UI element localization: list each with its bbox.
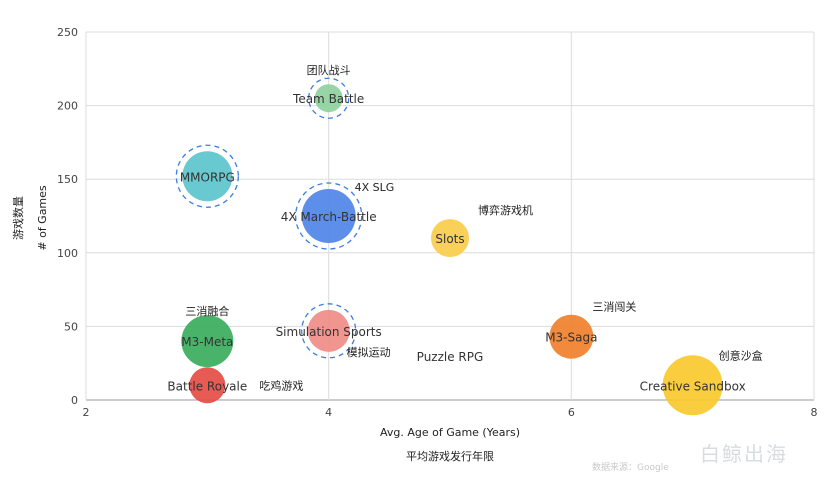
bubble [307,309,350,352]
x-tick-label: 6 [568,406,575,419]
bubble [301,189,356,243]
bubble-label: 4X March-Battle [281,210,377,224]
y-tick-label: 150 [57,173,78,186]
bubble-label: Slots [435,232,464,246]
bubble [182,151,233,202]
bubble-label-cn: 4X SLG [355,181,395,194]
bubble-label-cn: 三消融合 [185,304,229,318]
bubble [431,219,469,258]
x-axis-title-en: Avg. Age of Game (Years) [380,426,520,439]
bubble-label-cn: 模拟运动 [347,345,391,359]
bubble-label-cn: 博弈游戏机 [478,203,533,217]
watermark-logo: 白鲸出海 [700,442,788,466]
y-tick-label: 0 [71,394,78,407]
highlight-ring [175,144,239,208]
y-axis-title-cn: 游戏数量 [12,196,25,240]
y-tick-label: 50 [64,320,78,333]
bubble-label: Puzzle RPG [417,350,484,364]
highlight-ring [301,303,357,359]
bubble-label: M3-Meta [181,335,233,349]
bubble-label: Creative Sandbox [640,379,746,393]
bubble-label-cn: 团队战斗 [307,63,351,77]
axis-ticks: 0 50 100 150 200 250 2 4 6 8 [57,26,818,419]
data-source-note: 数据来源：Google [592,463,669,473]
y-axis-title-en: # of Games [36,185,49,251]
x-axis-title-cn: 平均游戏发行年限 [406,449,494,463]
bubble [662,355,723,416]
bubble [181,315,234,368]
bubble-label: Simulation Sports [276,325,382,339]
bubble-label-cn: 创意沙盒 [719,348,763,362]
bubble [189,367,226,404]
x-tick-label: 2 [83,406,90,419]
highlight-ring [308,77,350,119]
bubble-label: M3-Saga [545,331,597,345]
y-tick-label: 250 [57,26,78,39]
bubble-label: MMORPG [180,170,235,184]
bubble-label: Battle Royale [167,379,247,393]
x-tick-label: 4 [325,406,332,419]
bubble-labels: Team Battle 团队战斗 MMORPG 4X March-Battle 4X S… [167,63,762,393]
bubble [314,84,343,113]
bubble-label-cn: 三消闯关 [592,300,636,314]
y-tick-label: 200 [57,100,78,113]
bubbles [175,77,723,416]
bubble-label-cn: 吃鸡游戏 [259,378,303,392]
y-tick-label: 100 [57,247,78,260]
bubble [549,314,594,359]
bubble-label: Team Battle [292,92,364,106]
x-tick-label: 8 [811,406,818,419]
highlight-ring [295,182,363,250]
